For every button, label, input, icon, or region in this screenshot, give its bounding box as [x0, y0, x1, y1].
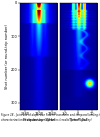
X-axis label: Frequency (GHz): Frequency (GHz): [22, 119, 55, 122]
Y-axis label: Shot number (or round-trip number): Shot number (or round-trip number): [5, 24, 9, 89]
X-axis label: Time (ps): Time (ps): [69, 119, 88, 122]
Text: Figure 18 - Joint use of dispersive Fourier transform and temporal lensing techn: Figure 18 - Joint use of dispersive Four…: [1, 113, 100, 122]
